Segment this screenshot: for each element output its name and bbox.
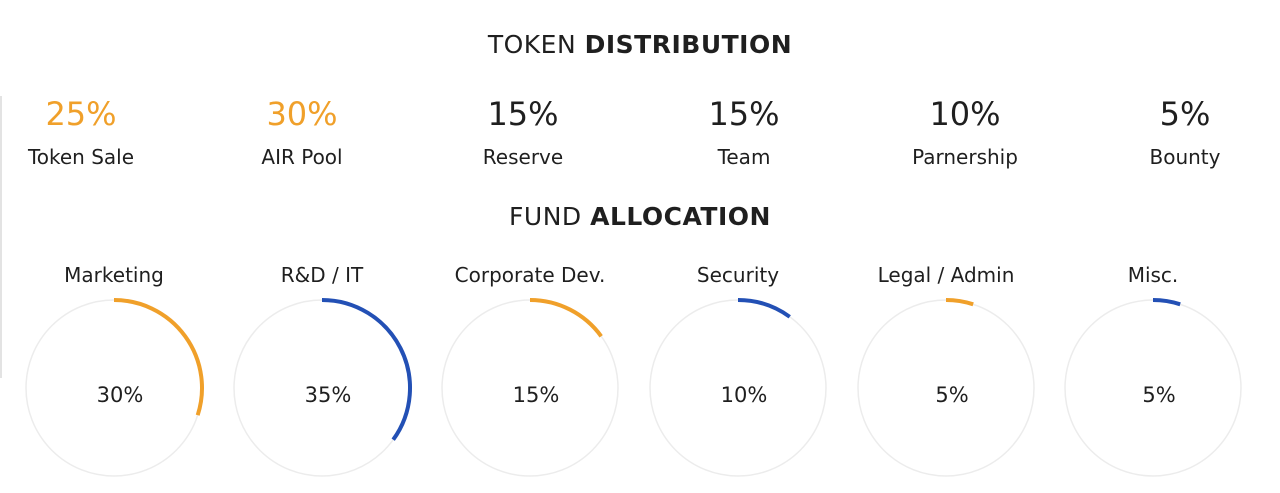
- token-title-light: TOKEN: [487, 30, 577, 59]
- fund-label-marketing: Marketing: [64, 263, 164, 287]
- left-edge-divider: [0, 96, 2, 378]
- token-label: Bounty: [1149, 145, 1221, 169]
- token-item-bounty: 5% Bounty: [1085, 94, 1280, 170]
- fund-allocation-title: FUND ALLOCATION: [0, 202, 1280, 231]
- gauge-value-r-d-it: 35%: [305, 383, 352, 407]
- token-label: Team: [717, 145, 771, 169]
- token-label: Token Sale: [27, 145, 135, 169]
- token-label: AIR Pool: [261, 145, 343, 169]
- fund-title-strong: ALLOCATION: [590, 202, 771, 231]
- fund-label-security: Security: [696, 263, 780, 287]
- gauge-value-marketing: 30%: [97, 383, 144, 407]
- gauge-value-security: 10%: [721, 383, 768, 407]
- fund-label-rnd-it: R&D / IT: [280, 263, 364, 287]
- gauge-value-misc: 5%: [1142, 383, 1175, 407]
- fund-title-light: FUND: [509, 202, 582, 231]
- token-item-parnership: 10% Parnership: [865, 94, 1065, 170]
- token-title-strong: DISTRIBUTION: [584, 30, 793, 59]
- token-item-team: 15% Team: [644, 94, 844, 170]
- fund-label-misc: Misc.: [1127, 263, 1179, 287]
- gauge-arc-corporate-dev: [529, 298, 603, 338]
- fund-label-legal-admin: Legal / Admin: [877, 263, 1015, 287]
- token-percent: 30%: [266, 95, 338, 133]
- fund-label-corporate-dev: Corporate Dev.: [454, 263, 606, 287]
- token-label: Reserve: [482, 145, 564, 169]
- gauge-arc-misc: [1152, 298, 1181, 307]
- token-item-reserve: 15% Reserve: [423, 94, 623, 170]
- token-percent: 15%: [487, 95, 559, 133]
- token-percent: 15%: [708, 95, 780, 133]
- gauge-arc-marketing: [113, 298, 204, 416]
- token-percent: 5%: [1159, 95, 1211, 133]
- gauge-value-legal-admin: 5%: [935, 383, 968, 407]
- token-percent: 25%: [45, 95, 117, 133]
- token-item-air-pool: 30% AIR Pool: [202, 94, 402, 170]
- token-percent: 10%: [929, 95, 1001, 133]
- gauge-arc-legal-admin: [945, 298, 974, 307]
- gauge-arc-r-d-it: [321, 298, 412, 441]
- gauge-arc-security: [737, 298, 791, 319]
- token-distribution-title: TOKEN DISTRIBUTION: [0, 30, 1280, 59]
- token-label: Parnership: [912, 145, 1018, 169]
- gauge-value-corporate-dev: 15%: [513, 383, 560, 407]
- token-item-token-sale: 25% Token Sale: [0, 94, 181, 170]
